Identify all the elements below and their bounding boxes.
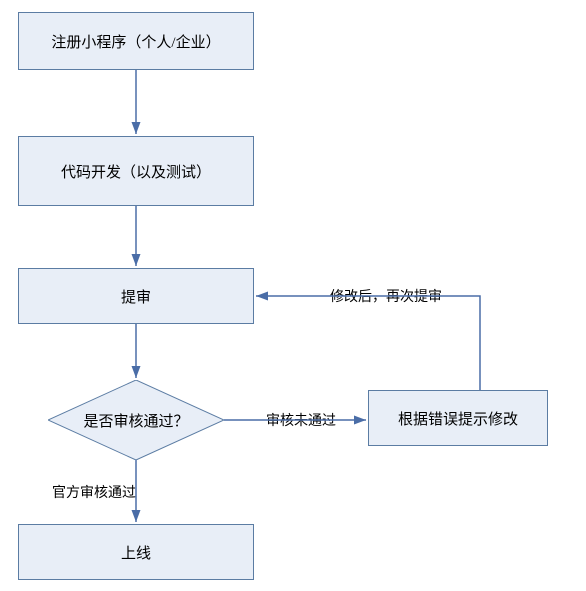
node-decision-label: 是否审核通过？ [83, 410, 188, 431]
node-decision: 是否审核通过？ [48, 380, 224, 460]
node-submit-label: 提审 [121, 286, 151, 307]
node-register-label: 注册小程序（个人/企业） [51, 31, 220, 52]
node-publish: 上线 [18, 524, 254, 580]
node-publish-label: 上线 [121, 542, 151, 563]
node-register: 注册小程序（个人/企业） [18, 12, 254, 70]
edge-label-pass: 官方审核通过 [52, 482, 136, 502]
edge-label-resubmit: 修改后，再次提审 [330, 286, 442, 306]
node-fix-label: 根据错误提示修改 [398, 408, 518, 429]
node-submit: 提审 [18, 268, 254, 324]
edge-label-fail: 审核未通过 [266, 410, 336, 430]
node-develop: 代码开发（以及测试） [18, 136, 254, 206]
node-fix: 根据错误提示修改 [368, 390, 548, 446]
node-develop-label: 代码开发（以及测试） [61, 161, 211, 182]
